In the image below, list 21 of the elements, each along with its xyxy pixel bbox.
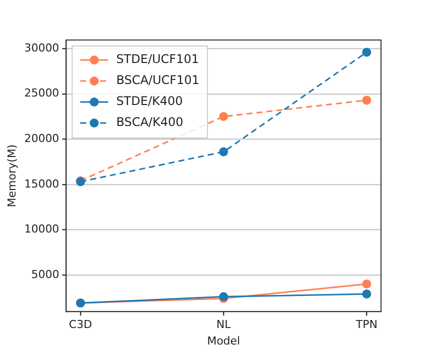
y-tick-label: 20000 [24, 132, 60, 145]
x-tick-label: NL [216, 318, 232, 332]
point [219, 112, 228, 121]
y-tick-label: 25000 [24, 86, 60, 100]
legend-label: BSCA/UCF101 [116, 73, 200, 88]
y-tick-label: 5000 [31, 268, 60, 281]
point [219, 147, 228, 156]
x-tick-label: C3D [68, 318, 92, 332]
y-tick-label: 10000 [24, 222, 60, 236]
point [362, 279, 372, 288]
x-tick-label: TPN [354, 318, 378, 332]
y-tick-label: 15000 [24, 177, 60, 190]
legend-label: BSCA/K400 [116, 115, 184, 130]
point [362, 96, 372, 105]
x-axis-title: Model [207, 334, 240, 348]
legend-label: STDE/K400 [116, 94, 183, 108]
legend-label: STDE/UCF101 [116, 52, 199, 66]
y-axis-title: Memory(M) [5, 144, 18, 208]
point [362, 289, 372, 298]
y-tick-label: 30000 [24, 41, 60, 54]
point [362, 48, 372, 57]
